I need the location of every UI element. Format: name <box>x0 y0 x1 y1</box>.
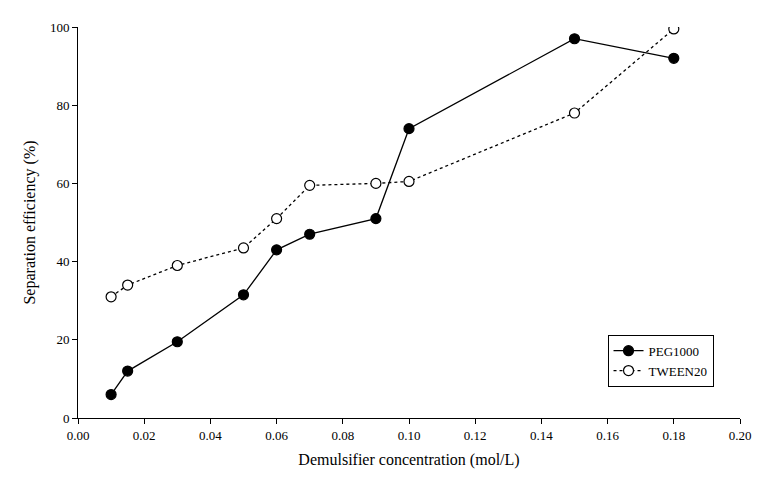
svg-text:0.18: 0.18 <box>662 428 685 443</box>
svg-text:0.00: 0.00 <box>67 428 90 443</box>
svg-text:20: 20 <box>56 332 69 347</box>
svg-text:60: 60 <box>56 176 69 191</box>
svg-text:0.02: 0.02 <box>133 428 156 443</box>
svg-text:0.16: 0.16 <box>596 428 619 443</box>
svg-text:0: 0 <box>63 411 70 426</box>
svg-text:0.06: 0.06 <box>265 428 288 443</box>
svg-text:TWEEN20: TWEEN20 <box>649 364 707 379</box>
svg-text:0.12: 0.12 <box>464 428 487 443</box>
svg-text:0.20: 0.20 <box>729 428 752 443</box>
svg-text:PEG1000: PEG1000 <box>649 344 700 359</box>
svg-text:0.10: 0.10 <box>398 428 421 443</box>
svg-text:Demulsifier concentration (mol: Demulsifier concentration (mol/L) <box>298 451 519 469</box>
svg-text:80: 80 <box>56 98 69 113</box>
svg-text:Separation efficiency (%): Separation efficiency (%) <box>21 140 39 304</box>
svg-text:40: 40 <box>56 254 69 269</box>
svg-text:0.14: 0.14 <box>530 428 553 443</box>
svg-text:0.04: 0.04 <box>199 428 222 443</box>
svg-text:0.08: 0.08 <box>331 428 354 443</box>
svg-text:100: 100 <box>50 20 70 35</box>
